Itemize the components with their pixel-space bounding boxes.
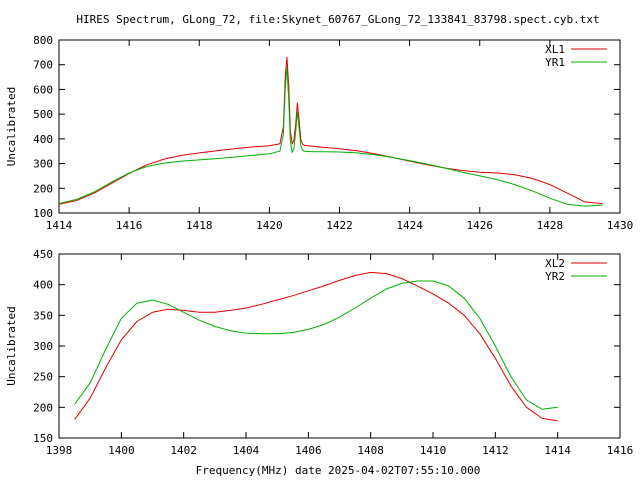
top-chart-panel: 100 200 300 400 500 600 700 800 1414 1416 1418 1420… xyxy=(5,34,633,232)
y-tick-label: 150 xyxy=(33,432,53,445)
x-tick-label: 1412 xyxy=(482,444,509,457)
x-tick-label: 1416 xyxy=(116,219,143,232)
y-tick-label: 400 xyxy=(33,279,53,292)
y-tick-label: 500 xyxy=(33,108,53,121)
x-tick-label: 1424 xyxy=(396,219,423,232)
y-tick-label: 700 xyxy=(33,59,53,72)
y-axis-label: Uncalibrated xyxy=(5,306,18,385)
x-tick-label: 1400 xyxy=(108,444,135,457)
y-tick-label: 800 xyxy=(33,34,53,47)
x-tick-label: 1430 xyxy=(607,219,634,232)
x-axis-label: Frequency(MHz) date 2025-04-02T07:55:10.… xyxy=(196,464,481,477)
x-tick-label: 1404 xyxy=(233,444,260,457)
legend-label: YR1 xyxy=(545,56,565,69)
y-tick-label: 400 xyxy=(33,133,53,146)
plot-frame xyxy=(58,39,621,214)
x-tick-label: 1428 xyxy=(537,219,564,232)
series-line-xl2 xyxy=(74,271,558,422)
x-tick-label: 1418 xyxy=(186,219,213,232)
x-tick-label: 1414 xyxy=(46,219,73,232)
y-tick-label: 200 xyxy=(33,182,53,195)
x-tick-label: 1426 xyxy=(467,219,494,232)
legend-label: XL2 xyxy=(545,257,565,270)
legend-label: XL1 xyxy=(545,43,565,56)
x-tick-label: 1406 xyxy=(295,444,322,457)
y-tick-label: 450 xyxy=(33,248,53,261)
x-tick-label: 1402 xyxy=(170,444,197,457)
y-tick-label: 250 xyxy=(33,371,53,384)
y-tick-label: 350 xyxy=(33,309,53,322)
x-tick-label: 1410 xyxy=(420,444,447,457)
x-tick-label: 1422 xyxy=(326,219,353,232)
y-tick-label: 300 xyxy=(33,158,53,171)
series-line-xl1 xyxy=(58,56,603,205)
x-tick-label: 1416 xyxy=(607,444,634,457)
legend-label: YR2 xyxy=(545,270,565,283)
plot-frame xyxy=(58,253,621,439)
y-tick-label: 600 xyxy=(33,83,53,96)
bottom-chart-panel: 150 200 250 300 350 400 450 1398 1400 1402 1404 140… xyxy=(5,248,633,457)
x-tick-label: 1420 xyxy=(256,219,283,232)
series-line-yr2 xyxy=(74,280,558,410)
y-axis-label: Uncalibrated xyxy=(5,87,18,166)
figure-title: HIRES Spectrum, GLong_72, file:Skynet_60… xyxy=(76,13,599,26)
y-tick-label: 200 xyxy=(33,401,53,414)
x-tick-label: 1408 xyxy=(357,444,384,457)
y-tick-label: 300 xyxy=(33,340,53,353)
y-tick-label: 100 xyxy=(33,207,53,220)
x-tick-label: 1414 xyxy=(544,444,571,457)
series-line-yr1 xyxy=(58,66,603,207)
x-tick-label: 1398 xyxy=(46,444,73,457)
